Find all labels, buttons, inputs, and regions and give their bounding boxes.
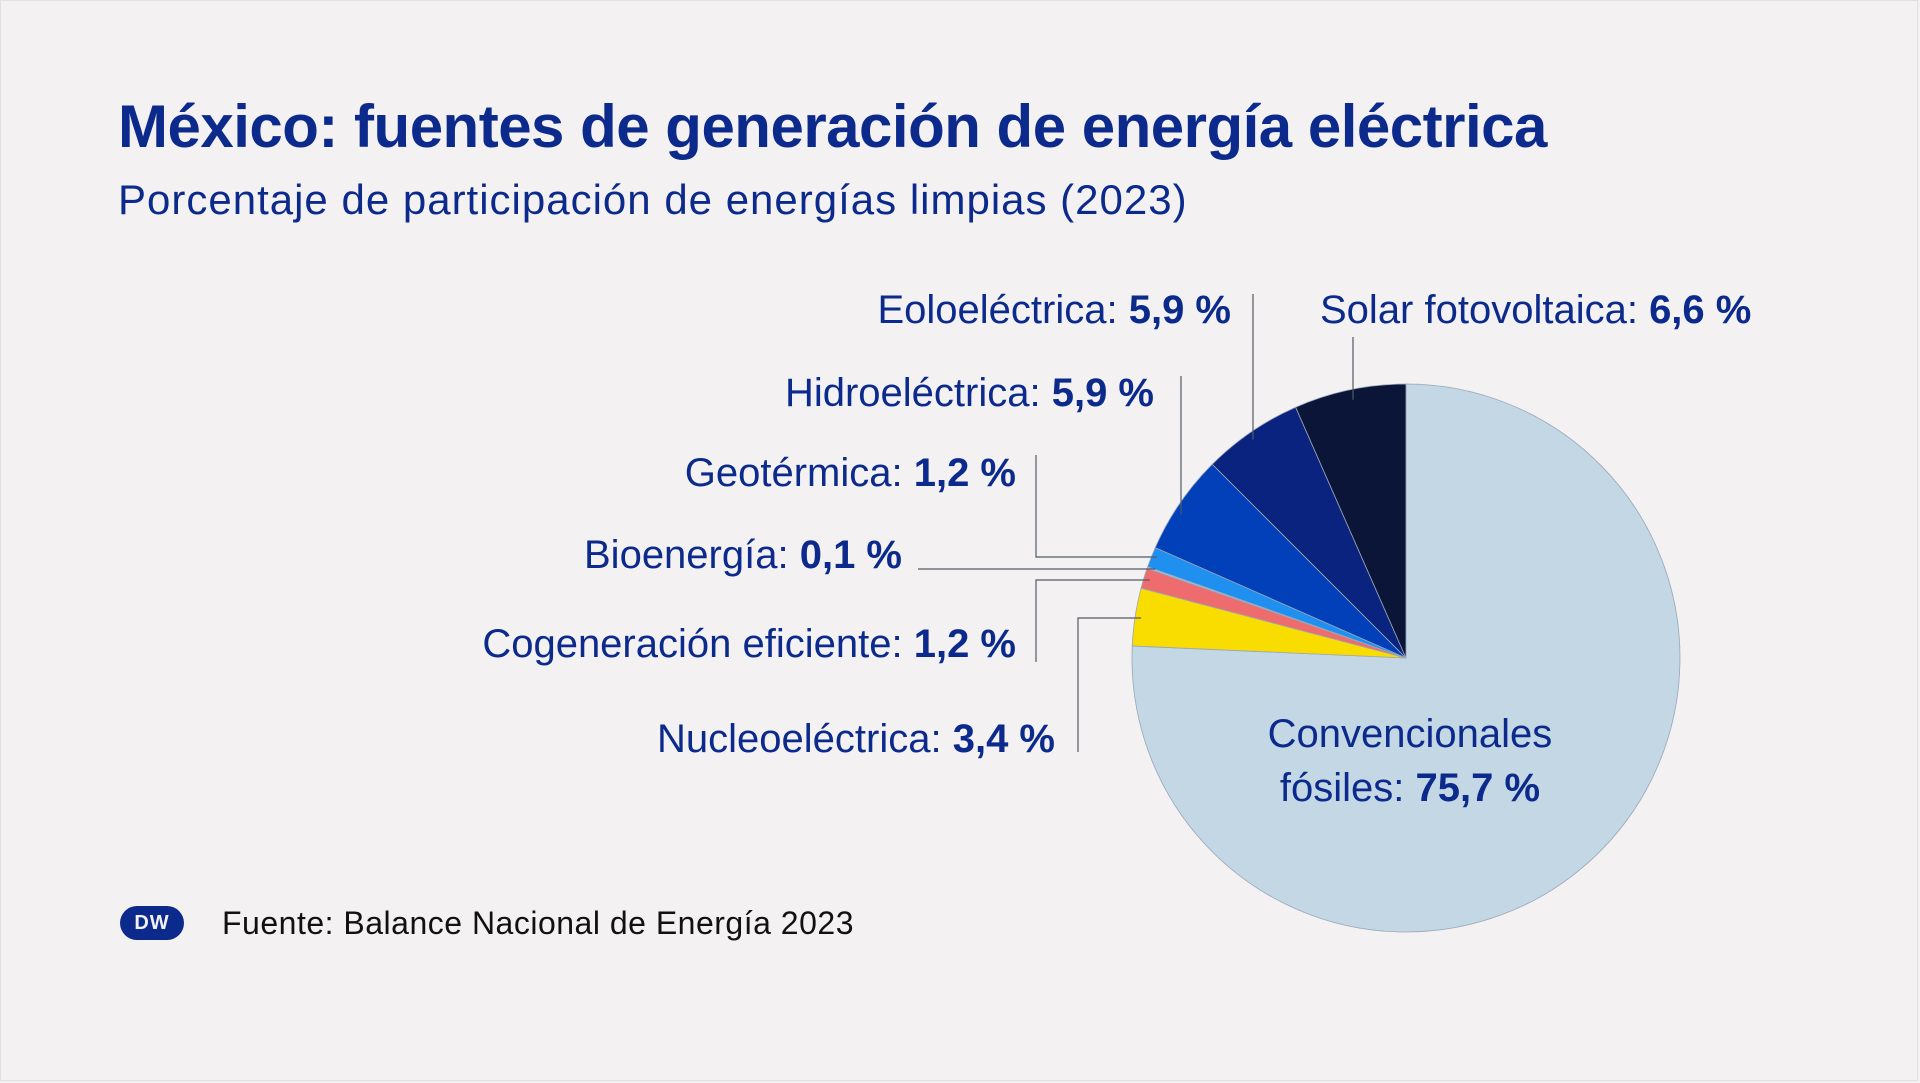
dw-logo: DW <box>120 906 184 940</box>
slice-label-convencionales-fosiles-line1: Convencionales <box>1268 712 1553 756</box>
leader-line-geotermica <box>1035 455 1158 558</box>
slice-label-hidroelectrica: Hidroeléctrica: 5,9 % <box>785 371 1154 415</box>
chart-subtitle: Porcentaje de participación de energías … <box>118 176 1188 223</box>
slice-label-solar-fotovoltaica: Solar fotovoltaica: 6,6 % <box>1320 288 1751 332</box>
slice-label-nucleoelectrica: Nucleoeléctrica: 3,4 % <box>657 717 1055 761</box>
pie-slice-solar-fotovoltaica <box>1295 383 1407 659</box>
slice-label-bioenergia: Bioenergía: 0,1 % <box>584 533 902 577</box>
chart-title: México: fuentes de generación de energía… <box>118 93 1547 160</box>
slice-label-convencionales-fosiles-line2: fósiles: 75,7 % <box>1280 766 1540 810</box>
leader-line-cogeneracion <box>1035 579 1150 662</box>
slice-label-cogeneracion-eficiente: Cogeneración eficiente: 1,2 % <box>482 622 1016 666</box>
leader-line-nucleoelectrica <box>1077 617 1142 752</box>
slice-label-geotermica: Geotérmica: 1,2 % <box>685 451 1016 495</box>
source-note: Fuente: Balance Nacional de Energía 2023 <box>222 904 854 941</box>
slice-label-eoloelectrica: Eoloeléctrica: 5,9 % <box>877 288 1231 332</box>
footer: DW Fuente: Balance Nacional de Energía 2… <box>120 900 854 946</box>
pie-slice-convencionales-fosiles <box>1131 383 1681 933</box>
